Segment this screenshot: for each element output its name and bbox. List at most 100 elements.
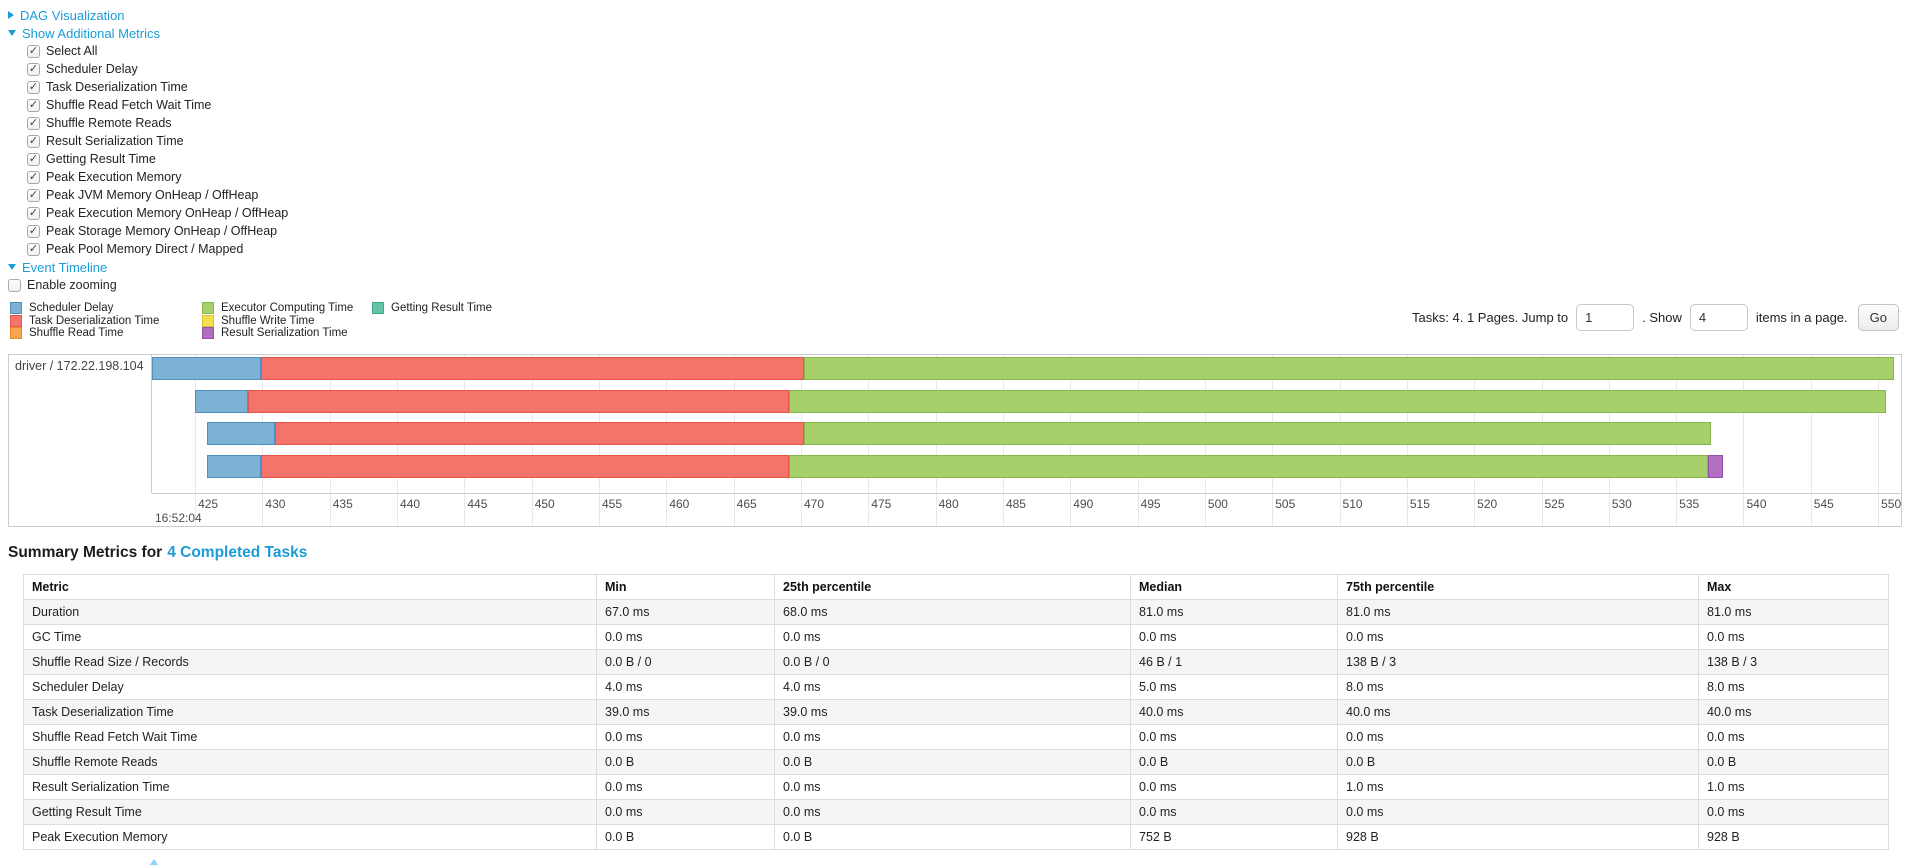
legend-item-result-serialization-time: Result Serialization Time [202, 327, 372, 340]
go-button[interactable]: Go [1857, 304, 1899, 331]
checkbox-shuffle-remote-reads[interactable]: ✓ [27, 116, 40, 130]
task-2-segment-executor-computing[interactable] [788, 389, 1887, 413]
metric-value-cell: 0.0 ms [596, 774, 775, 800]
metric-value-cell: 0.0 B [596, 824, 775, 850]
checkbox-getting-result-time[interactable]: ✓ [27, 152, 40, 166]
metric-value-cell: 0.0 ms [596, 624, 775, 650]
metric-checkbox-row-peak-jvm-memory-onheap-offheap[interactable]: ✓ Peak JVM Memory OnHeap / OffHeap [8, 186, 1907, 204]
checkbox-peak-storage-memory-onheap-offheap[interactable]: ✓ [27, 224, 40, 238]
pagination-info-text: Tasks: 4. 1 Pages. Jump to [1412, 310, 1569, 325]
column-header-metric: Metric [23, 574, 597, 600]
event-timeline-toggle[interactable]: Event Timeline [8, 258, 1907, 276]
metric-checkbox-row-select-all[interactable]: ✓ Select All [8, 42, 1907, 60]
show-additional-metrics-label: Show Additional Metrics [22, 25, 161, 41]
enable-zooming-checkbox[interactable] [8, 278, 21, 292]
gridline [195, 355, 197, 493]
metric-value-cell: 4.0 ms [774, 674, 1131, 700]
task-2-segment-task-deserialization[interactable] [247, 389, 789, 413]
axis-tick-label: 520 [1477, 497, 1498, 511]
axis-tick [1810, 494, 1812, 526]
page-size-input[interactable] [1689, 304, 1748, 331]
legend-item-executor-computing-time: Executor Computing Time [202, 302, 372, 315]
metric-value-cell: 0.0 ms [1130, 724, 1338, 750]
metric-checkbox-row-scheduler-delay[interactable]: ✓ Scheduler Delay [8, 60, 1907, 78]
column-header-median: Median [1130, 574, 1338, 600]
legend-label: Shuffle Write Time [221, 314, 315, 327]
checkbox-task-deserialization-time[interactable]: ✓ [27, 80, 40, 94]
legend-label: Shuffle Read Time [29, 327, 124, 340]
metric-value-cell: 138 B / 3 [1337, 649, 1699, 675]
checkbox-label: Peak Execution Memory [46, 170, 182, 184]
metric-value-cell: 67.0 ms [596, 599, 775, 625]
metric-value-cell: 0.0 ms [774, 774, 1131, 800]
gridline [1810, 355, 1812, 493]
metric-checkbox-row-peak-execution-memory[interactable]: ✓ Peak Execution Memory [8, 168, 1907, 186]
axis-tick [1070, 494, 1072, 526]
show-additional-metrics-toggle[interactable]: Show Additional Metrics [8, 24, 1907, 42]
event-timeline-label: Event Timeline [22, 259, 108, 275]
checkbox-peak-execution-memory-onheap-offheap[interactable]: ✓ [27, 206, 40, 220]
metric-value-cell: 0.0 B [1698, 749, 1889, 775]
axis-tick-label: 455 [602, 497, 623, 511]
metric-checkbox-row-shuffle-read-fetch-wait-time[interactable]: ✓ Shuffle Read Fetch Wait Time [8, 96, 1907, 114]
checkbox-label: Shuffle Remote Reads [46, 116, 172, 130]
dag-visualization-toggle[interactable]: DAG Visualization [8, 6, 1907, 24]
metric-value-cell: 752 B [1130, 824, 1338, 850]
metric-value-cell: 0.0 B [774, 749, 1131, 775]
metric-row-shuffle-read-size-records: Shuffle Read Size / Records 0.0 B / 0 0.0 … [23, 649, 1889, 675]
task-4-segment-executor-computing[interactable] [788, 454, 1709, 478]
checkbox-peak-execution-memory[interactable]: ✓ [27, 170, 40, 184]
axis-tick-label: 490 [1073, 497, 1094, 511]
checkbox-peak-jvm-memory-onheap-offheap[interactable]: ✓ [27, 188, 40, 202]
metric-checkbox-row-result-serialization-time[interactable]: ✓ Result Serialization Time [8, 132, 1907, 150]
completed-tasks-link[interactable]: 4 Completed Tasks [167, 544, 308, 561]
enable-zooming-label: Enable zooming [27, 278, 117, 292]
checkbox-result-serialization-time[interactable]: ✓ [27, 134, 40, 148]
task-4-segment-task-deserialization[interactable] [261, 454, 789, 478]
task-1-segment-task-deserialization[interactable] [261, 357, 804, 380]
metric-checkbox-row-shuffle-remote-reads[interactable]: ✓ Shuffle Remote Reads [8, 114, 1907, 132]
task-3-segment-executor-computing[interactable] [803, 422, 1712, 445]
axis-tick-label: 450 [534, 497, 555, 511]
legend-item-getting-result-time: Getting Result Time [372, 302, 492, 315]
checkbox-label: Getting Result Time [46, 152, 156, 166]
axis-tick-label: 525 [1544, 497, 1565, 511]
task-4-segment-result-serialization[interactable] [1708, 454, 1724, 478]
jump-to-page-input[interactable] [1576, 304, 1635, 331]
metric-checkbox-row-peak-storage-memory-onheap-offheap[interactable]: ✓ Peak Storage Memory OnHeap / OffHeap [8, 222, 1907, 240]
legend-item-shuffle-write-time: Shuffle Write Time [202, 314, 372, 328]
metric-checkbox-row-peak-execution-memory-onheap-offheap[interactable]: ✓ Peak Execution Memory OnHeap / OffHeap [8, 204, 1907, 222]
axis-tick-label: 430 [265, 497, 286, 511]
metric-checkbox-row-getting-result-time[interactable]: ✓ Getting Result Time [8, 150, 1907, 168]
task-3-segment-task-deserialization[interactable] [274, 422, 804, 445]
checkbox-shuffle-read-fetch-wait-time[interactable]: ✓ [27, 98, 40, 112]
checkbox-select-all[interactable]: ✓ [27, 44, 40, 58]
metric-value-cell: 928 B [1698, 824, 1889, 850]
enable-zooming-row[interactable]: Enable zooming [8, 276, 1907, 294]
checkbox-scheduler-delay[interactable]: ✓ [27, 62, 40, 76]
task-3-segment-scheduler-delay[interactable] [207, 422, 275, 445]
task-1-segment-scheduler-delay[interactable] [152, 357, 262, 380]
pagination-items-text: items in a page. [1755, 310, 1848, 325]
dag-visualization-label: DAG Visualization [20, 7, 125, 23]
metric-value-cell: 0.0 ms [1130, 799, 1338, 825]
metric-name-cell: Shuffle Read Fetch Wait Time [23, 724, 597, 750]
task-1-segment-executor-computing[interactable] [803, 357, 1895, 380]
axis-tick [1002, 494, 1004, 526]
axis-tick [1474, 494, 1476, 526]
task-4-segment-scheduler-delay[interactable] [207, 454, 262, 478]
axis-tick-label: 505 [1275, 497, 1296, 511]
metric-row-duration: Duration 67.0 ms 68.0 ms 81.0 ms 81.0 ms 81.0… [23, 599, 1889, 625]
axis-tick-label: 550 [1881, 497, 1901, 511]
metric-checkbox-row-peak-pool-memory-direct-mapped[interactable]: ✓ Peak Pool Memory Direct / Mapped [8, 240, 1907, 258]
metric-value-cell: 0.0 ms [1698, 799, 1889, 825]
axis-tick [1608, 494, 1610, 526]
summary-table-header-row: Metric Min 25th percentile Median 75th perce… [23, 574, 1889, 600]
checkbox-label: Task Deserialization Time [46, 80, 188, 94]
metric-row-shuffle-remote-reads: Shuffle Remote Reads 0.0 B 0.0 B 0.0 B 0.0 B… [23, 749, 1889, 775]
metric-checkbox-row-task-deserialization-time[interactable]: ✓ Task Deserialization Time [8, 78, 1907, 96]
checkbox-label: Select All [46, 44, 98, 58]
checkbox-peak-pool-memory-direct-mapped[interactable]: ✓ [27, 242, 40, 256]
axis-tick [397, 494, 399, 526]
task-2-segment-scheduler-delay[interactable] [195, 389, 248, 413]
